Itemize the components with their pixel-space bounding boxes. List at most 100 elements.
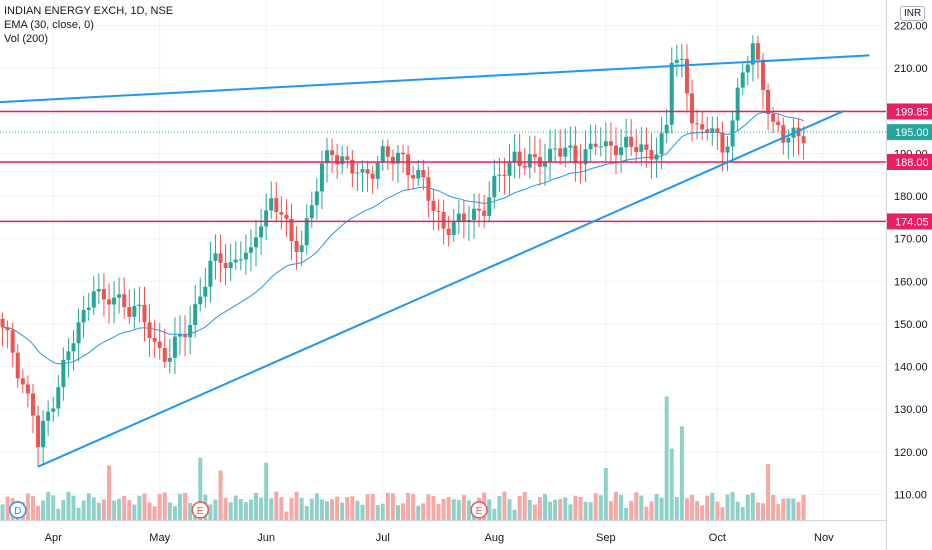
volume-bar [350,496,355,520]
candle-body [527,154,532,168]
candle-body [679,58,684,60]
currency-badge[interactable]: INR [900,6,926,21]
volume-bar [132,504,137,520]
x-tick-label: Aug [485,532,505,544]
volume-bar [406,492,411,520]
candle-body [375,162,380,179]
volume-bar [360,504,365,520]
volume-bar [568,504,573,520]
volume-bar [750,492,755,520]
volume-bar [639,495,644,520]
volume-bar [674,497,679,520]
volume-bar [553,499,558,520]
volume-bar [61,500,66,520]
candle-body [710,128,715,133]
candle-body [563,147,568,157]
volume-bar [771,495,776,520]
y-tick-label: 140.00 [894,362,928,374]
volume-bar [122,495,127,520]
volume-bar [248,499,253,520]
candle-body [167,357,172,362]
candle-body [279,212,284,215]
candle-body [299,245,304,252]
volume-bar [330,499,335,520]
candle-body [198,296,203,305]
volume-bar [41,500,46,520]
volume-bar [573,495,578,520]
volume-bar [766,464,771,520]
volume-bar [345,497,350,520]
candle-body [573,145,578,164]
volume-bar [233,495,238,520]
candle-body [172,336,177,358]
volume-bar [669,448,674,520]
candle-body [152,337,157,342]
volume-bar [684,498,689,520]
volume-bar [380,503,385,520]
candle-body [715,128,720,133]
volume-bar [421,503,426,520]
candle-body [776,121,781,126]
volume-bar [264,462,269,520]
volume-bar [223,497,228,520]
volume-bar [502,491,507,520]
candle-body [456,213,461,223]
volume-bar [629,500,634,520]
volume-bar [451,499,456,520]
candle-body [654,154,659,160]
candle-body [112,297,117,305]
earnings-marker [191,501,210,519]
volume-bar [167,502,172,520]
volume-bar [5,496,10,520]
volume-bar [690,494,695,520]
candle-body [426,177,431,201]
candle-body [96,289,101,292]
candle-body [532,154,537,158]
volume-bar [593,493,598,520]
volume-bar [801,494,806,520]
volume-bar [740,506,745,520]
volume-bar [700,505,705,520]
volume-bar [497,496,502,520]
volume-bar [355,500,360,520]
candle-body [745,64,750,73]
ema-line [2,111,804,365]
candle-body [157,341,162,348]
candle-body [781,125,786,143]
candle-body [548,148,553,163]
candle-body [395,152,400,164]
candle-body [598,146,603,148]
candle-body [461,213,466,222]
candle-body [25,384,30,394]
y-tick-label: 150.00 [894,319,928,331]
candle-body [406,154,411,176]
volume-bar [588,502,593,520]
volume-bar [527,499,532,520]
candle-body [401,152,406,155]
candle-body [477,208,482,211]
volume-bar [213,499,218,520]
candle-body [446,228,451,235]
candle-body [705,129,710,133]
volume-bar [710,492,715,520]
y-tick-label: 180.00 [894,191,928,203]
last-price-label: 195.00 [895,127,929,139]
volume-bar [304,506,309,520]
candle-body [61,359,66,388]
volume-bar [172,506,177,520]
candle-body [735,87,740,121]
volume-bar [730,492,735,520]
candle-body [543,162,547,167]
candle-body [659,133,664,155]
volume-bar [603,468,608,520]
volume-bar [720,507,725,520]
candle-body [345,156,350,160]
candle-body [350,159,355,174]
volume-bar [776,504,781,520]
candle-body [193,304,198,325]
candle-body [416,169,421,179]
symbol-title: INDIAN ENERGY EXCH, 1D, NSE [4,5,174,17]
volume-bar [563,497,568,520]
y-tick-label: 120.00 [894,447,928,459]
